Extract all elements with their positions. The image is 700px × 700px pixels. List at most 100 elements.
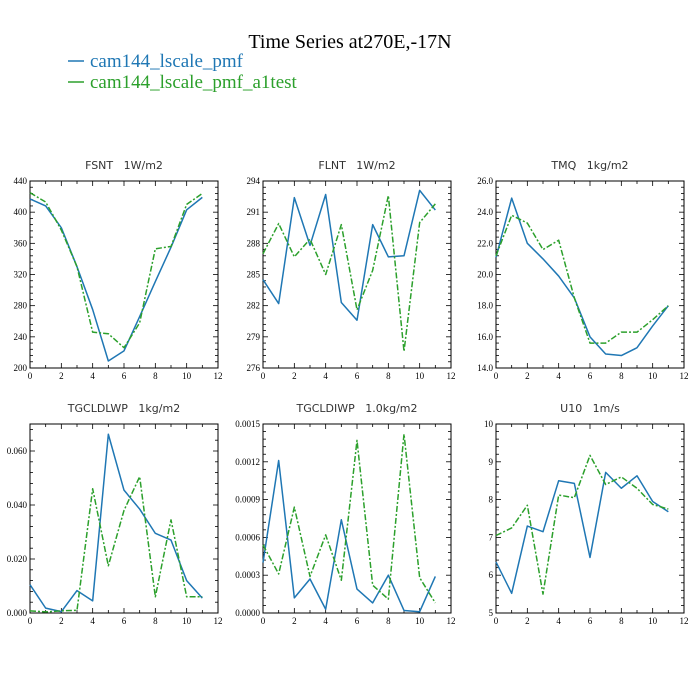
y-tick-label: 10 <box>484 419 494 429</box>
chart-panel-3: TMQ 1kg/m2 0 2 4 6 8 10 12 14.0 16.0 18.0 20.0 22.0 2… <box>477 159 688 381</box>
x-tick-label: 12 <box>214 616 223 626</box>
y-tick-label: 291 <box>247 207 261 217</box>
y-tick-label: 320 <box>14 270 28 280</box>
y-tick-label: 8 <box>489 495 494 505</box>
x-tick-label: 6 <box>355 616 360 626</box>
x-tick-label: 6 <box>122 371 127 381</box>
x-tick-label: 2 <box>59 616 64 626</box>
y-tick-label: 285 <box>247 270 261 280</box>
series-line-2 <box>495 454 669 595</box>
legend: cam144_lscale_pmf cam144_lscale_pmf_a1te… <box>68 51 298 93</box>
chart-panel-2: FLNT 1W/m2 0 2 4 6 8 10 12 276 279 282 285 288 291 294 <box>247 159 456 381</box>
y-tick-label: 24.0 <box>477 207 493 217</box>
x-tick-label: 2 <box>59 371 64 381</box>
x-tick-label: 10 <box>415 371 425 381</box>
panel-title: TMQ 1kg/m2 <box>550 159 628 172</box>
y-tick-label: 279 <box>247 332 261 342</box>
y-tick-label: 0.040 <box>7 500 28 510</box>
x-tick-label: 6 <box>122 616 127 626</box>
panel-title: FLNT 1W/m2 <box>318 159 395 172</box>
series-line-1 <box>262 189 436 321</box>
y-tick-label: 0.060 <box>7 446 28 456</box>
y-tick-label: 200 <box>14 363 28 373</box>
y-tick-label: 7 <box>489 532 494 542</box>
x-tick-label: 10 <box>648 616 658 626</box>
series-line-1 <box>495 471 669 595</box>
x-tick-label: 4 <box>556 371 561 381</box>
y-tick-label: 5 <box>489 608 494 618</box>
x-tick-label: 4 <box>323 371 328 381</box>
x-tick-label: 6 <box>588 616 593 626</box>
x-tick-label: 12 <box>680 616 689 626</box>
y-tick-label: 18.0 <box>477 301 493 311</box>
x-tick-label: 10 <box>182 371 192 381</box>
y-tick-label: 20.0 <box>477 270 493 280</box>
x-tick-label: 0 <box>261 616 266 626</box>
y-tick-label: 0.0000 <box>235 608 260 618</box>
series-line-2 <box>495 214 669 344</box>
chart-panel-4: TGCLDLWP 1kg/m2 0 2 4 6 8 10 12 0.000 0.020 0.040 0… <box>7 402 223 626</box>
x-tick-label: 6 <box>355 371 360 381</box>
x-tick-label: 8 <box>386 371 391 381</box>
y-tick-label: 14.0 <box>477 363 493 373</box>
chart-panel-1: FSNT 1W/m2 0 2 4 6 8 10 12 200 240 280 320 360 400 440 <box>14 159 223 381</box>
x-tick-label: 4 <box>90 616 95 626</box>
x-tick-label: 0 <box>261 371 266 381</box>
y-tick-label: 0.020 <box>7 554 28 564</box>
y-tick-label: 0.000 <box>7 608 28 618</box>
y-tick-label: 22.0 <box>477 238 493 248</box>
legend-label-1: cam144_lscale_pmf <box>90 51 244 72</box>
x-tick-label: 8 <box>619 616 624 626</box>
x-tick-label: 0 <box>28 371 33 381</box>
y-tick-label: 0.0015 <box>235 419 260 429</box>
y-tick-label: 0.0006 <box>235 532 260 542</box>
panel-title: TGCLDLWP 1kg/m2 <box>67 402 180 415</box>
y-tick-label: 9 <box>489 457 494 467</box>
x-tick-label: 0 <box>494 616 499 626</box>
series-line-2 <box>29 192 203 349</box>
chart-panel-6: U10 1m/s 0 2 4 6 8 10 12 5 6 7 8 9 10 <box>484 402 689 626</box>
x-tick-label: 2 <box>292 371 297 381</box>
y-tick-label: 0.0009 <box>235 495 260 505</box>
x-tick-label: 8 <box>386 616 391 626</box>
x-tick-label: 2 <box>525 616 530 626</box>
y-tick-label: 288 <box>247 238 261 248</box>
x-tick-label: 10 <box>182 616 192 626</box>
series-line-2 <box>262 194 436 353</box>
x-tick-label: 12 <box>214 371 223 381</box>
y-tick-label: 26.0 <box>477 176 493 186</box>
x-tick-label: 4 <box>90 371 95 381</box>
series-line-1 <box>495 197 669 357</box>
y-tick-label: 360 <box>14 238 28 248</box>
y-tick-label: 240 <box>14 332 28 342</box>
figure-title: Time Series at270E,-17N <box>248 31 451 53</box>
x-tick-label: 4 <box>323 616 328 626</box>
panel-title: U10 1m/s <box>560 402 620 415</box>
y-tick-label: 280 <box>14 301 28 311</box>
y-tick-label: 16.0 <box>477 332 493 342</box>
y-tick-label: 0.0012 <box>235 457 260 467</box>
x-tick-label: 2 <box>292 616 297 626</box>
x-tick-label: 12 <box>680 371 689 381</box>
y-tick-label: 400 <box>14 207 28 217</box>
panel-title: TGCLDIWP 1.0kg/m2 <box>295 402 417 415</box>
x-tick-label: 0 <box>494 371 499 381</box>
x-tick-label: 6 <box>588 371 593 381</box>
x-tick-label: 2 <box>525 371 530 381</box>
x-tick-label: 0 <box>28 616 33 626</box>
x-tick-label: 12 <box>447 371 456 381</box>
y-tick-label: 0.0003 <box>235 570 260 580</box>
x-tick-label: 4 <box>556 616 561 626</box>
chart-panel-5: TGCLDIWP 1.0kg/m2 0 2 4 6 8 10 12 0.0000 0.0003 0.… <box>235 402 455 626</box>
x-tick-label: 10 <box>648 371 658 381</box>
y-tick-label: 294 <box>247 176 261 186</box>
series-line-2 <box>29 475 203 613</box>
legend-label-2: cam144_lscale_pmf_a1test <box>90 72 298 93</box>
y-tick-label: 440 <box>14 176 28 186</box>
series-line-1 <box>262 459 437 613</box>
x-tick-label: 8 <box>153 616 158 626</box>
chart-panels: FSNT 1W/m20 2 4 6 8 10 12200240280320360400440… <box>7 159 689 626</box>
panel-title: FSNT 1W/m2 <box>85 159 163 172</box>
